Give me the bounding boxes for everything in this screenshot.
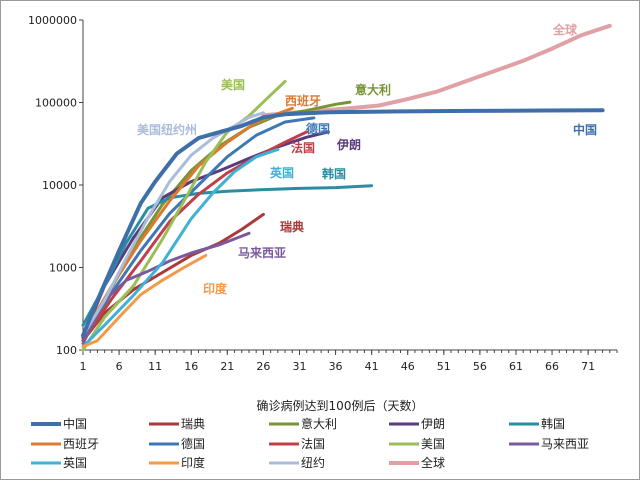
series-line xyxy=(81,79,287,352)
series-layer xyxy=(81,23,612,352)
series-label: 全球 xyxy=(552,22,578,37)
legend-item: 马来西亚 xyxy=(509,437,589,451)
y-tick-label: 1000 xyxy=(49,262,77,275)
x-tick-label: 21 xyxy=(220,360,234,373)
series-label: 西班牙 xyxy=(285,93,321,108)
legend-item: 韩国 xyxy=(509,416,565,431)
legend-item: 全球 xyxy=(389,455,445,470)
legend-item: 美国 xyxy=(389,437,445,451)
legend-item: 法国 xyxy=(269,437,325,451)
legend-label: 马来西亚 xyxy=(541,437,589,451)
legend-label: 中国 xyxy=(63,416,87,431)
legend-item: 伊朗 xyxy=(389,417,445,431)
series-line xyxy=(81,212,265,343)
legend-label: 纽约 xyxy=(301,455,325,470)
x-tick-label: 56 xyxy=(473,360,487,373)
legend-item: 意大利 xyxy=(269,416,337,431)
x-tick-label: 16 xyxy=(184,360,198,373)
series-line xyxy=(81,253,208,349)
x-tick-label: 36 xyxy=(329,360,343,373)
x-tick-label: 26 xyxy=(256,360,270,373)
series-label: 韩国 xyxy=(322,166,346,181)
x-tick-label: 11 xyxy=(148,360,162,373)
series-line xyxy=(81,147,280,349)
x-tick-label: 61 xyxy=(509,360,523,373)
legend-item: 德国 xyxy=(149,436,205,451)
legend-label: 全球 xyxy=(421,455,445,470)
legend-label: 印度 xyxy=(181,455,205,470)
series-line xyxy=(81,231,251,345)
x-tick-label: 71 xyxy=(581,360,595,373)
legend-item: 印度 xyxy=(149,455,205,470)
legend-item: 瑞典 xyxy=(149,417,205,431)
x-tick-label: 31 xyxy=(292,360,306,373)
y-tick-label: 10000 xyxy=(42,179,77,192)
x-tick-label: 66 xyxy=(545,360,559,373)
x-tick-label: 6 xyxy=(116,360,123,373)
series-label: 瑞典 xyxy=(280,219,304,234)
legend-label: 英国 xyxy=(63,456,87,470)
series-line xyxy=(81,108,605,338)
legend-label: 西班牙 xyxy=(63,437,99,451)
y-tick-label: 1000000 xyxy=(28,14,77,27)
legend-label: 美国 xyxy=(421,437,445,451)
legend-item: 纽约 xyxy=(269,455,325,470)
series-line xyxy=(81,130,309,343)
series-label: 法国 xyxy=(291,140,315,155)
legend-item: 英国 xyxy=(31,456,87,470)
series-label: 英国 xyxy=(270,165,294,180)
x-tick-label: 41 xyxy=(365,360,379,373)
x-axis-title: 确诊病例达到100例后（天数） xyxy=(257,398,424,413)
y-tick-label: 100000 xyxy=(35,97,77,110)
series-label: 德国 xyxy=(306,121,330,136)
series-label: 意大利 xyxy=(355,82,391,97)
legend-label: 德国 xyxy=(181,436,205,451)
legend-label: 韩国 xyxy=(541,416,565,431)
series-label: 印度 xyxy=(203,281,228,296)
series-label: 伊朗 xyxy=(336,137,361,152)
series-label: 马来西亚 xyxy=(238,245,286,260)
series-label: 美国 xyxy=(221,77,245,92)
legend-item: 西班牙 xyxy=(31,437,99,451)
legend-label: 伊朗 xyxy=(421,417,445,431)
series-line xyxy=(81,111,265,337)
y-tick-label: 100 xyxy=(56,344,77,357)
series-label: 美国纽约州 xyxy=(137,122,197,137)
legend-label: 法国 xyxy=(301,437,325,451)
legend-item: 中国 xyxy=(31,416,87,431)
series-label: 中国 xyxy=(573,122,597,137)
x-tick-label: 51 xyxy=(437,360,451,373)
legend-label: 瑞典 xyxy=(181,417,205,431)
series-line xyxy=(261,23,612,118)
series-line xyxy=(81,116,316,343)
x-tick-label: 46 xyxy=(401,360,415,373)
legend-label: 意大利 xyxy=(301,416,337,431)
x-tick-label: 1 xyxy=(80,360,87,373)
